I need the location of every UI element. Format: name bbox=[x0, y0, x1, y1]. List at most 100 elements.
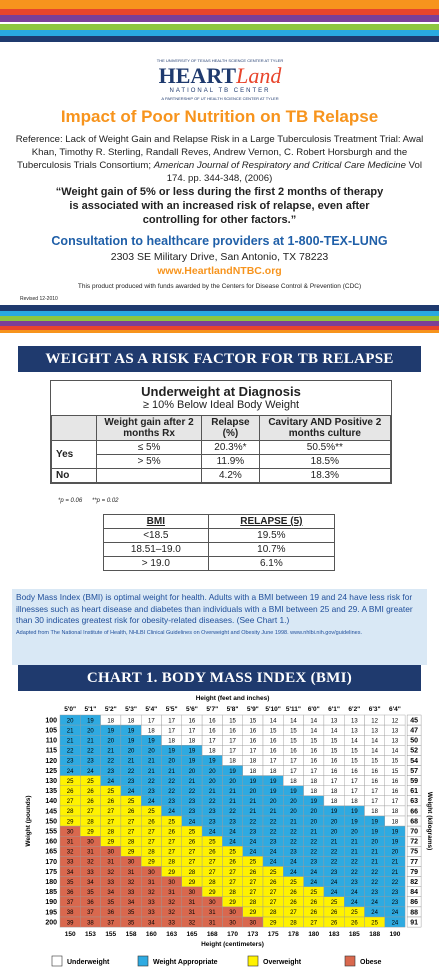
bmi-value: 24 bbox=[148, 799, 155, 805]
bmi-value: 12 bbox=[392, 718, 399, 724]
height-label: 6'0" bbox=[308, 706, 320, 713]
bmi-value: 21 bbox=[128, 759, 135, 765]
bmi-value: 20 bbox=[310, 809, 317, 815]
bmi-value: 24 bbox=[250, 839, 257, 845]
bmi-value: 22 bbox=[270, 819, 277, 825]
bmi-value: 21 bbox=[371, 860, 378, 866]
bmi-value: 24 bbox=[351, 890, 358, 896]
height-label: 6'1" bbox=[328, 706, 340, 713]
bmi-value: 28 bbox=[270, 910, 277, 916]
bmi-value: 18 bbox=[290, 779, 297, 785]
bmi-value: 21 bbox=[270, 809, 277, 815]
bmi-value: 32 bbox=[189, 920, 196, 926]
bmi-value: 18 bbox=[148, 728, 155, 734]
bmi-value: 16 bbox=[371, 769, 378, 775]
bmi-value: 15 bbox=[270, 728, 277, 734]
height-label: 5'9" bbox=[247, 706, 259, 713]
bmi-value: 28 bbox=[209, 880, 216, 886]
bmi-value: 30 bbox=[209, 900, 216, 906]
bmi-value: 17 bbox=[351, 779, 358, 785]
weight-lb-label: 145 bbox=[45, 808, 57, 815]
bmi-value: 19 bbox=[229, 769, 236, 775]
risk-table-title: Underweight at Diagnosis bbox=[141, 384, 301, 399]
bmi-value: 23 bbox=[209, 809, 216, 815]
legend-swatch bbox=[344, 955, 356, 967]
bmi-value: 21 bbox=[148, 759, 155, 765]
bmi-value: 16 bbox=[310, 749, 317, 755]
weight-kg-label: 52 bbox=[410, 748, 418, 755]
bmi-value: 27 bbox=[67, 799, 74, 805]
weight-lb-label: 130 bbox=[45, 778, 57, 785]
height-cm-label: 163 bbox=[166, 931, 177, 938]
weight-kg-label: 68 bbox=[410, 818, 418, 825]
bmi-value: 25 bbox=[87, 779, 94, 785]
bmi-value: 16 bbox=[209, 728, 216, 734]
bmi-value: 16 bbox=[250, 728, 257, 734]
bmi-value: 14 bbox=[351, 738, 358, 744]
bmi-value: 26 bbox=[331, 920, 338, 926]
bmi-value: 14 bbox=[331, 728, 338, 734]
bmi-value: 23 bbox=[229, 819, 236, 825]
bmi-value: 20 bbox=[331, 819, 338, 825]
bmi-value: 27 bbox=[250, 880, 257, 886]
mid-stripes bbox=[0, 305, 439, 333]
bmi-value: 34 bbox=[107, 890, 114, 896]
bmi-value: 23 bbox=[189, 809, 196, 815]
height-cm-label: 175 bbox=[268, 931, 279, 938]
bmi-value: 31 bbox=[107, 860, 114, 866]
weight-lb-label: 100 bbox=[45, 717, 57, 724]
bmi-value: 20 bbox=[87, 728, 94, 734]
weight-lb-label: 160 bbox=[45, 839, 57, 846]
bmi-value: 29 bbox=[250, 910, 257, 916]
bmi-value: 19 bbox=[128, 738, 135, 744]
bmi-value: 22 bbox=[331, 850, 338, 856]
bmi-value: 36 bbox=[87, 900, 94, 906]
weight-kg-label: 66 bbox=[410, 808, 418, 815]
bmi-value: 31 bbox=[128, 870, 135, 876]
bmi-value: 28 bbox=[290, 920, 297, 926]
bmi-cell bbox=[384, 916, 406, 928]
chart-banner: CHART 1. BODY MASS INDEX (BMI) bbox=[18, 665, 421, 691]
bmi-value: 26 bbox=[270, 880, 277, 886]
height-label: 5'2" bbox=[105, 706, 117, 713]
bmi-value: 23 bbox=[128, 779, 135, 785]
bmi-value: 19 bbox=[250, 779, 257, 785]
legend-swatch bbox=[51, 955, 63, 967]
bmi-value: 19 bbox=[331, 809, 338, 815]
bmi-value: 19 bbox=[107, 728, 114, 734]
consultation: Consultation to healthcare providers at … bbox=[51, 234, 388, 248]
height-label: 5'3" bbox=[125, 706, 137, 713]
weight-lb-label: 165 bbox=[45, 849, 57, 856]
bmi-value: 22 bbox=[128, 769, 135, 775]
weight-kg-label: 70 bbox=[410, 828, 418, 835]
bmi-value: 33 bbox=[67, 860, 74, 866]
weight-lb-label: 105 bbox=[45, 727, 57, 734]
blank-header bbox=[51, 415, 97, 441]
bmi-value: 24 bbox=[392, 920, 399, 926]
bmi-value: 24 bbox=[392, 910, 399, 916]
bmi-value: 23 bbox=[250, 829, 257, 835]
bmi-value: 19 bbox=[209, 759, 216, 765]
bmi-value: 16 bbox=[250, 738, 257, 744]
bmi-value: 20 bbox=[128, 749, 135, 755]
bmi-value: 31 bbox=[67, 839, 74, 845]
bmi-value: 37 bbox=[67, 900, 74, 906]
reference-text: Reference: Lack of Weight Gain and Relap… bbox=[15, 134, 424, 171]
bmi-value: 21 bbox=[229, 799, 236, 805]
bmi-value: 34 bbox=[148, 920, 155, 926]
bmi-value: 32 bbox=[87, 860, 94, 866]
bmi-value: 22 bbox=[310, 839, 317, 845]
cell: > 19.0 bbox=[103, 556, 209, 571]
weight-kg-label: 57 bbox=[410, 768, 418, 775]
bmi-value: 19 bbox=[392, 839, 399, 845]
bmi-value: 18 bbox=[229, 759, 236, 765]
weight-lb-label: 175 bbox=[45, 869, 57, 876]
bmi-value: 18 bbox=[209, 749, 216, 755]
bmi-value: 24 bbox=[270, 860, 277, 866]
legend-label: Underweight bbox=[67, 959, 110, 966]
bmi-value: 22 bbox=[331, 860, 338, 866]
bmi-value: 15 bbox=[392, 769, 399, 775]
bmi-value: 21 bbox=[67, 728, 74, 734]
height-label: 5'4" bbox=[145, 706, 157, 713]
bmi-note-box: Body Mass Index (BMI) is optimal weight … bbox=[12, 589, 427, 665]
